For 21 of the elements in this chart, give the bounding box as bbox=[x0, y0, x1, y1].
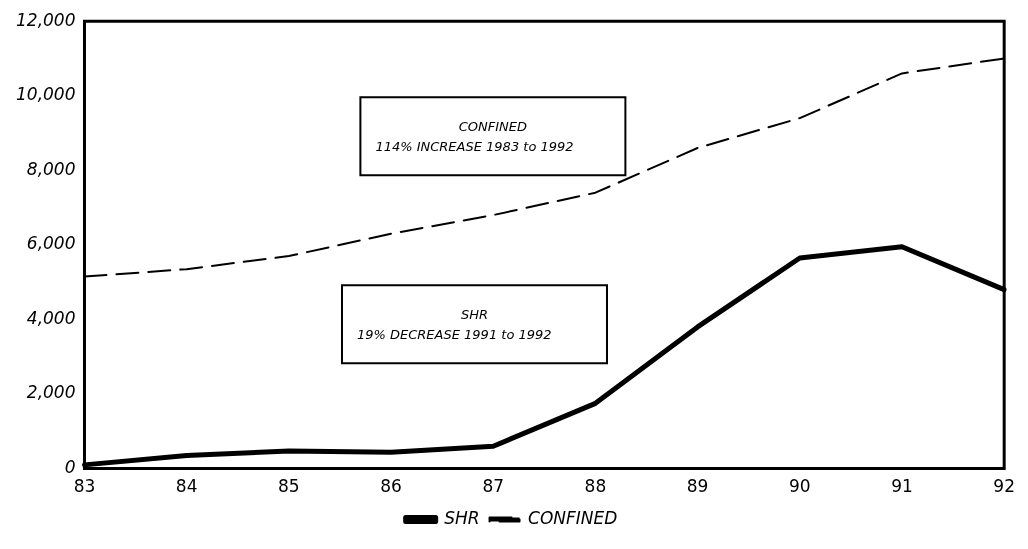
annotation: CONFINED 114% INCREASE 1983 to 1992 bbox=[375, 118, 574, 154]
y-tick-label: 2,000 bbox=[26, 382, 76, 403]
x-tick-label: 90 bbox=[788, 476, 811, 497]
x-tick-label: 84 bbox=[175, 476, 198, 497]
x-tick-label: 83 bbox=[73, 476, 96, 497]
legend-label: SHR bbox=[444, 507, 480, 528]
x-tick-label: 85 bbox=[278, 476, 300, 497]
y-tick-label: 6,000 bbox=[26, 233, 76, 254]
x-tick-label: 91 bbox=[891, 476, 913, 497]
y-tick-label: 8,000 bbox=[26, 158, 76, 179]
x-tick-label: 87 bbox=[482, 476, 505, 497]
x-tick-label: 89 bbox=[686, 476, 709, 497]
annotation: SHR 19% DECREASE 1991 to 1992 bbox=[357, 306, 552, 342]
y-tick-label: 10,000 bbox=[16, 84, 76, 105]
legend-label: CONFINED bbox=[528, 507, 618, 528]
x-tick-label: 92 bbox=[993, 476, 1015, 497]
y-tick-label: 12,000 bbox=[16, 9, 76, 30]
y-tick-label: 0 bbox=[64, 457, 76, 478]
x-tick-label: 86 bbox=[380, 476, 402, 497]
x-tick-label: 88 bbox=[584, 476, 607, 497]
y-tick-label: 4,000 bbox=[26, 307, 76, 328]
